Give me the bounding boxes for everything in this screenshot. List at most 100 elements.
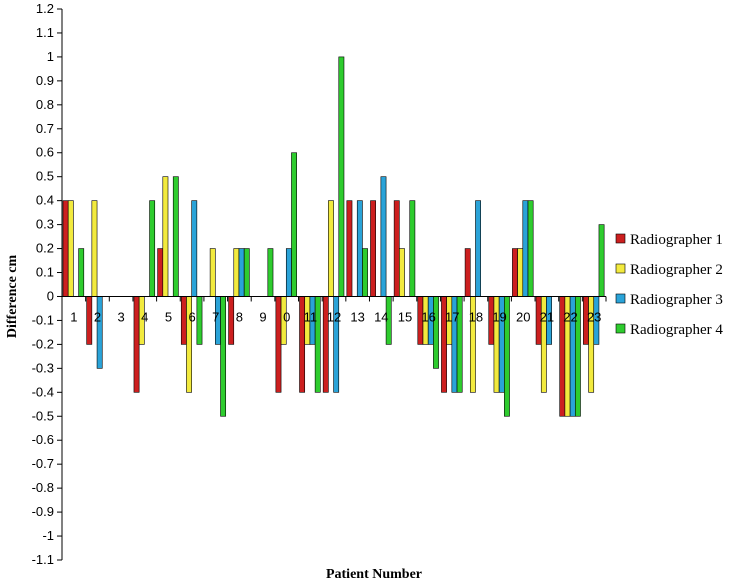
bar-1-15	[393, 200, 400, 297]
bar-1-6	[180, 296, 187, 345]
x-tick-label: 19	[492, 309, 506, 324]
x-tick-label: 18	[469, 309, 483, 324]
legend-label-2: Radiographer 2	[630, 262, 723, 278]
bar-1-10	[275, 296, 282, 393]
x-tick-label: 16	[421, 309, 435, 324]
bar-4-12	[338, 56, 345, 297]
bar-4-10	[291, 152, 297, 297]
x-axis: 1 2 3 4 5 6 7 8 9 0 11 12 13 14 15 16 17 18 19 20 21 22 23	[62, 295, 607, 324]
bars-group	[62, 56, 605, 417]
x-tick-label: 7	[212, 309, 219, 324]
bar-2-15	[399, 248, 405, 297]
bar-2-20	[517, 248, 524, 297]
bar-3-6	[191, 200, 198, 297]
bar-4-1	[78, 248, 85, 297]
bar-4-9	[267, 248, 274, 297]
y-tick-label: -0.2	[32, 336, 54, 351]
legend: Radiographer 1 Radiographer 2 Radiographer…	[615, 232, 723, 338]
legend-label-1: Radiographer 1	[630, 232, 723, 248]
x-tick-label: 9	[259, 309, 266, 324]
x-tick-label: 14	[374, 309, 388, 324]
legend-swatch-4	[615, 323, 626, 334]
y-tick-label: 0	[47, 288, 54, 303]
bar-2-5	[162, 176, 169, 297]
y-tick-label: 1.2	[36, 1, 54, 16]
bar-2-2	[91, 200, 98, 297]
bar-4-16	[433, 296, 439, 369]
legend-swatch-3	[615, 293, 626, 304]
y-tick-label: -1	[42, 528, 54, 543]
bar-1-5	[157, 248, 164, 297]
x-tick-label: 5	[165, 309, 172, 324]
x-tick-label: 6	[188, 309, 195, 324]
bar-3-13	[356, 200, 363, 297]
bar-2-7	[209, 248, 216, 297]
x-tick-label: 23	[587, 309, 601, 324]
bar-1-2	[86, 296, 93, 345]
bar-4-4	[149, 200, 156, 297]
y-tick-label: -0.9	[32, 504, 54, 519]
y-tick-label: 0.8	[36, 97, 54, 112]
y-tick-label: -0.7	[32, 456, 54, 471]
bar-3-14	[380, 176, 387, 297]
bar-1-4	[133, 296, 140, 393]
bar-3-18	[475, 200, 481, 297]
y-axis-title: Difference cm	[5, 254, 20, 338]
x-tick-label: 2	[94, 309, 101, 324]
bar-4-20	[527, 200, 534, 297]
bar-3-10	[285, 248, 292, 297]
x-tick-label: 13	[350, 309, 364, 324]
x-tick-label: 22	[563, 309, 577, 324]
y-axis: 1.2 1.1 1 0.9 0.8 0.7 0.6 0.5 0.4 0.3 0.2 0.1 0 -0.1 -…	[32, 1, 63, 567]
y-tick-label: 0.2	[36, 241, 54, 256]
y-tick-label: 1.1	[36, 25, 54, 40]
x-tick-label: 4	[141, 309, 148, 324]
bar-4-5	[172, 176, 179, 297]
x-tick-label: 20	[516, 309, 530, 324]
y-tick-label: 0.1	[36, 265, 54, 280]
x-tick-label: 11	[304, 309, 318, 324]
x-axis-title: Patient Number	[326, 567, 422, 582]
bar-3-8	[238, 248, 245, 297]
x-tick-label: 17	[445, 309, 459, 324]
y-tick-label: 0.5	[36, 169, 54, 184]
bar-1-1	[62, 200, 69, 297]
bar-4-13	[362, 248, 368, 297]
bar-4-7	[220, 296, 227, 417]
y-tick-label: -0.5	[32, 408, 54, 423]
y-tick-label: -0.4	[32, 384, 54, 399]
bar-1-13	[346, 200, 353, 297]
legend-swatch-2	[615, 263, 626, 274]
y-tick-label: -0.8	[32, 480, 54, 495]
x-tick-label: 3	[118, 309, 125, 324]
y-tick-label: 0.9	[36, 73, 54, 88]
y-tick-label: 0.3	[36, 217, 54, 232]
y-tick-label: -0.3	[32, 360, 54, 375]
bar-3-20	[522, 200, 529, 297]
y-tick-label: 0.6	[36, 145, 54, 160]
legend-label-4: Radiographer 4	[630, 322, 723, 338]
y-tick-label: 0.7	[36, 121, 54, 136]
x-tick-label: 21	[540, 309, 554, 324]
y-tick-label: 1	[47, 49, 54, 64]
bar-2-8	[233, 248, 240, 297]
bar-1-8	[228, 296, 235, 345]
legend-swatch-1	[615, 233, 626, 244]
bar-4-6	[196, 296, 203, 345]
bar-1-20	[512, 248, 518, 297]
x-tick-label: 0	[283, 309, 290, 324]
y-tick-label: -0.6	[32, 432, 54, 447]
bar-4-15	[409, 200, 416, 297]
bar-3-2	[96, 296, 103, 369]
x-tick-label: 15	[398, 309, 412, 324]
bar-1-18	[464, 248, 471, 297]
y-tick-label: -1.1	[32, 552, 54, 567]
x-tick-label: 12	[327, 309, 341, 324]
bar-1-14	[370, 200, 376, 297]
y-tick-label: -0.1	[32, 312, 54, 327]
bar-2-1	[67, 200, 74, 297]
legend-label-3: Radiographer 3	[630, 292, 723, 308]
y-tick-label: 0.4	[36, 193, 54, 208]
